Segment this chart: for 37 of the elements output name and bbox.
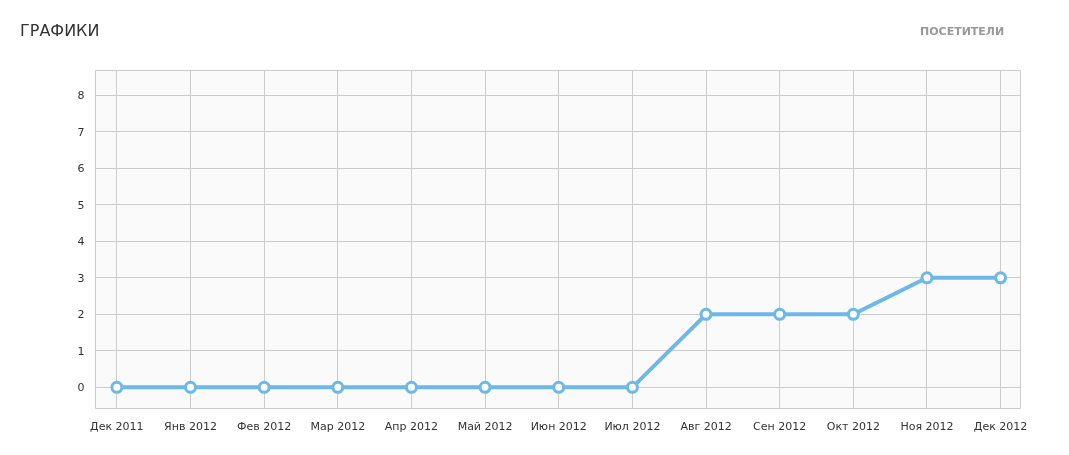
y-tick-label: 6 (77, 162, 85, 176)
x-tick-label: Сен 2012 (753, 419, 807, 433)
chart-title: ГРАФИКИ (20, 20, 100, 42)
point (404, 380, 418, 394)
x-tick-label: Дек 2011 (90, 419, 144, 433)
x-tick-label: Мар 2012 (310, 419, 366, 433)
x-tick-label: Дек 2012 (973, 419, 1028, 433)
y-tick-label: 3 (77, 271, 85, 285)
y-tick-label: 2 (77, 308, 85, 322)
point (773, 307, 787, 321)
x-tick-label: Фев 2012 (237, 419, 292, 433)
point (184, 380, 197, 394)
y-tick-label: 0 (77, 381, 85, 395)
y-tick-label: 7 (77, 125, 85, 139)
point (846, 307, 860, 321)
point (699, 307, 713, 321)
point (625, 380, 639, 394)
text: ПОСЕТИТЕЛИ (920, 24, 1005, 40)
point (920, 271, 934, 285)
y-tick-label: 4 (77, 235, 85, 249)
y-tick-label: 5 (77, 198, 85, 212)
x-tick-label: Янв 2012 (164, 419, 217, 433)
y-tick-label: 8 (77, 89, 85, 103)
point (331, 380, 345, 394)
point (110, 380, 124, 394)
x-tick-label: Апр 2012 (384, 419, 439, 433)
x-tick-label: Окт 2012 (826, 419, 880, 433)
y-tick-label: 1 (77, 344, 85, 358)
x-tick-label: Май 2012 (457, 419, 513, 433)
x-tick-label: Июн 2012 (530, 419, 587, 433)
x-tick-label: Июл 2012 (604, 419, 661, 433)
x-tick-label: Ноя 2012 (900, 419, 954, 433)
x-tick-label: Авг 2012 (680, 419, 732, 433)
point (478, 380, 492, 394)
point (257, 380, 271, 394)
point (994, 271, 1008, 285)
point (552, 380, 566, 394)
